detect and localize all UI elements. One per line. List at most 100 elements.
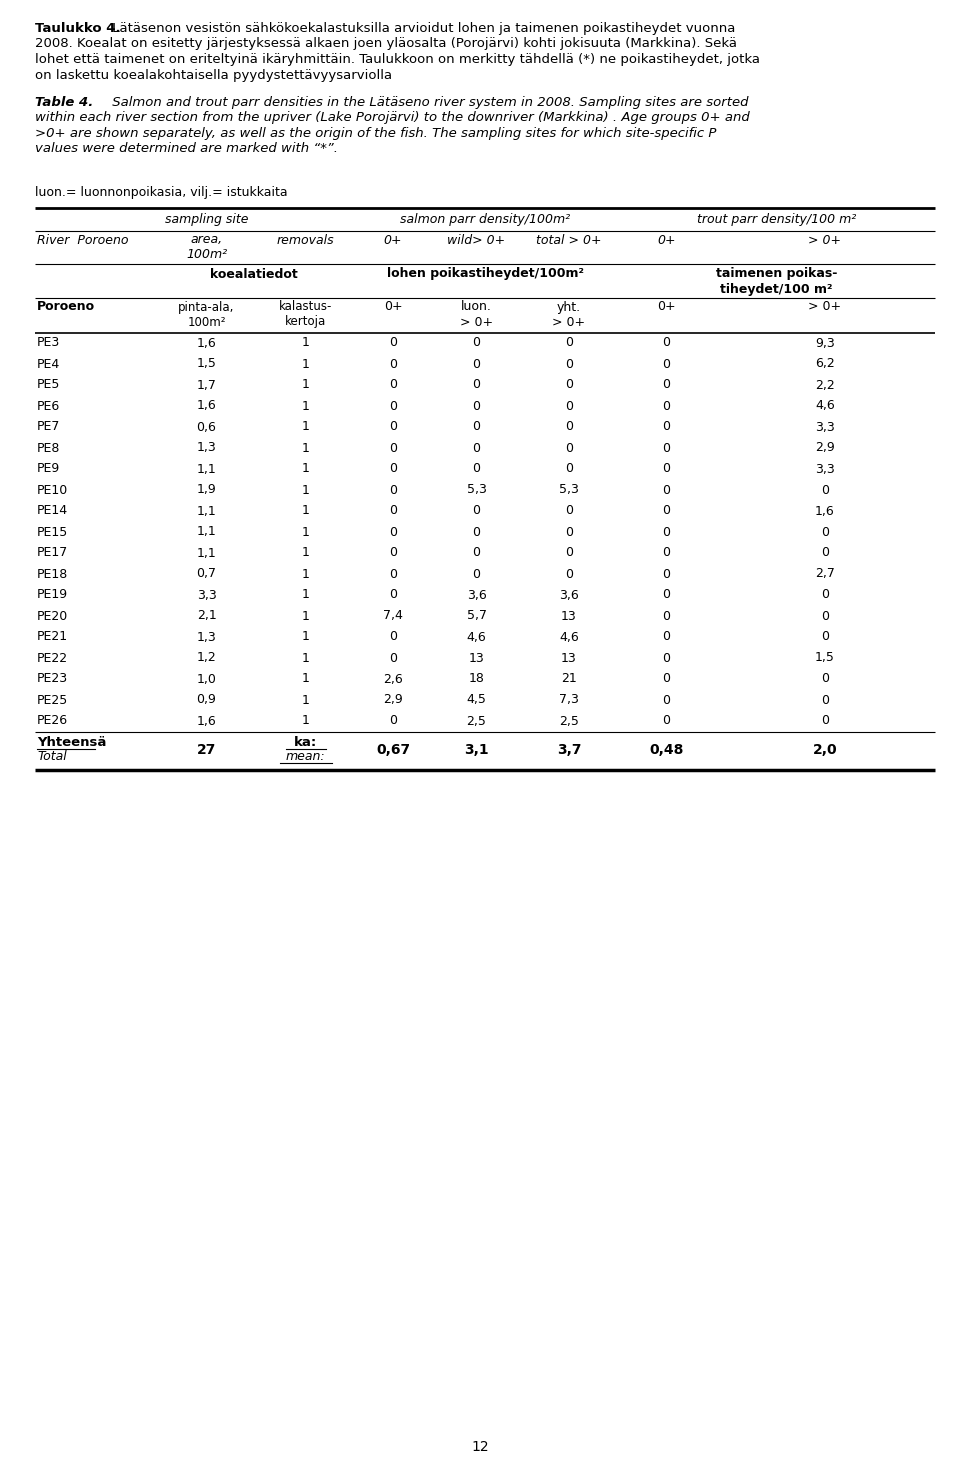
Text: 0: 0 bbox=[472, 357, 481, 371]
Text: PE6: PE6 bbox=[37, 400, 60, 413]
Text: 1: 1 bbox=[301, 420, 309, 434]
Text: values were determined are marked with “*”.: values were determined are marked with “… bbox=[35, 142, 338, 155]
Text: 1,3: 1,3 bbox=[197, 441, 216, 454]
Text: 0: 0 bbox=[821, 483, 829, 497]
Text: Taulukko 4.: Taulukko 4. bbox=[35, 22, 121, 35]
Text: PE15: PE15 bbox=[37, 526, 68, 539]
Text: 0: 0 bbox=[389, 357, 397, 371]
Text: 0: 0 bbox=[389, 546, 397, 560]
Text: 1: 1 bbox=[301, 463, 309, 476]
Text: 0: 0 bbox=[565, 546, 573, 560]
Text: 0: 0 bbox=[389, 483, 397, 497]
Text: 0: 0 bbox=[389, 589, 397, 602]
Text: Poroeno: Poroeno bbox=[37, 300, 95, 314]
Text: 5,7: 5,7 bbox=[467, 609, 487, 623]
Text: PE8: PE8 bbox=[37, 441, 60, 454]
Text: PE4: PE4 bbox=[37, 357, 60, 371]
Text: 0: 0 bbox=[662, 400, 670, 413]
Text: 0: 0 bbox=[565, 357, 573, 371]
Text: 0: 0 bbox=[565, 567, 573, 580]
Text: 0: 0 bbox=[662, 463, 670, 476]
Text: 2,7: 2,7 bbox=[815, 567, 835, 580]
Text: 1: 1 bbox=[301, 609, 309, 623]
Text: 5,3: 5,3 bbox=[467, 483, 487, 497]
Text: 1,1: 1,1 bbox=[197, 463, 216, 476]
Text: 0,67: 0,67 bbox=[376, 743, 410, 756]
Text: 1,5: 1,5 bbox=[815, 652, 835, 665]
Text: >0+ are shown separately, as well as the origin of the fish. The sampling sites : >0+ are shown separately, as well as the… bbox=[35, 127, 716, 141]
Text: 0: 0 bbox=[565, 526, 573, 539]
Text: yht.
> 0+: yht. > 0+ bbox=[552, 300, 586, 328]
Text: 3,7: 3,7 bbox=[557, 743, 581, 756]
Text: 13: 13 bbox=[562, 652, 577, 665]
Text: River  Poroeno: River Poroeno bbox=[37, 233, 129, 246]
Text: 0,9: 0,9 bbox=[197, 693, 216, 706]
Text: 0: 0 bbox=[821, 630, 829, 643]
Text: 0: 0 bbox=[389, 400, 397, 413]
Text: 0,7: 0,7 bbox=[197, 567, 217, 580]
Text: 0: 0 bbox=[662, 337, 670, 350]
Text: 0: 0 bbox=[565, 463, 573, 476]
Text: 0: 0 bbox=[662, 420, 670, 434]
Text: 0: 0 bbox=[662, 378, 670, 391]
Text: 0: 0 bbox=[662, 630, 670, 643]
Text: 3,6: 3,6 bbox=[467, 589, 487, 602]
Text: 13: 13 bbox=[562, 609, 577, 623]
Text: 1: 1 bbox=[301, 337, 309, 350]
Text: 0: 0 bbox=[389, 441, 397, 454]
Text: 0: 0 bbox=[821, 526, 829, 539]
Text: 4,6: 4,6 bbox=[815, 400, 835, 413]
Text: 1: 1 bbox=[301, 378, 309, 391]
Text: 6,2: 6,2 bbox=[815, 357, 835, 371]
Text: 2,2: 2,2 bbox=[815, 378, 835, 391]
Text: mean:: mean: bbox=[286, 750, 325, 762]
Text: kalastus-
kertoja: kalastus- kertoja bbox=[278, 300, 332, 328]
Text: 0: 0 bbox=[821, 589, 829, 602]
Text: 0: 0 bbox=[389, 567, 397, 580]
Text: 1,6: 1,6 bbox=[197, 400, 216, 413]
Text: sampling site: sampling site bbox=[165, 212, 249, 226]
Text: 2,9: 2,9 bbox=[815, 441, 835, 454]
Text: 0,6: 0,6 bbox=[197, 420, 216, 434]
Text: Table 4.: Table 4. bbox=[35, 97, 93, 108]
Text: 1: 1 bbox=[301, 652, 309, 665]
Text: 0: 0 bbox=[472, 546, 481, 560]
Text: PE18: PE18 bbox=[37, 567, 68, 580]
Text: PE20: PE20 bbox=[37, 609, 68, 623]
Text: 2,0: 2,0 bbox=[813, 743, 837, 756]
Text: > 0+: > 0+ bbox=[808, 233, 842, 246]
Text: 2,6: 2,6 bbox=[383, 672, 403, 686]
Text: 2008. Koealat on esitetty järjestyksessä alkaen joen yläosalta (Porojärvi) kohti: 2008. Koealat on esitetty järjestyksessä… bbox=[35, 38, 737, 50]
Text: 3,3: 3,3 bbox=[815, 463, 835, 476]
Text: luon.= luonnonpoikasia, vilj.= istukkaita: luon.= luonnonpoikasia, vilj.= istukkait… bbox=[35, 186, 288, 199]
Text: PE19: PE19 bbox=[37, 589, 68, 602]
Text: 1: 1 bbox=[301, 589, 309, 602]
Text: > 0+: > 0+ bbox=[808, 300, 842, 314]
Text: 1,6: 1,6 bbox=[197, 715, 216, 728]
Text: 0: 0 bbox=[389, 630, 397, 643]
Text: PE17: PE17 bbox=[37, 546, 68, 560]
Text: koealatiedot: koealatiedot bbox=[210, 268, 298, 280]
Text: 0: 0 bbox=[472, 526, 481, 539]
Text: Salmon and trout parr densities in the Lätäseno river system in 2008. Sampling s: Salmon and trout parr densities in the L… bbox=[108, 97, 749, 108]
Text: 0: 0 bbox=[472, 567, 481, 580]
Text: 9,3: 9,3 bbox=[815, 337, 835, 350]
Text: 1,5: 1,5 bbox=[197, 357, 216, 371]
Text: wild> 0+: wild> 0+ bbox=[447, 233, 506, 246]
Text: 0: 0 bbox=[472, 337, 481, 350]
Text: 0: 0 bbox=[472, 463, 481, 476]
Text: 0: 0 bbox=[662, 609, 670, 623]
Text: total > 0+: total > 0+ bbox=[537, 233, 602, 246]
Text: removals: removals bbox=[276, 233, 334, 246]
Text: 0: 0 bbox=[662, 526, 670, 539]
Text: 2,5: 2,5 bbox=[467, 715, 487, 728]
Text: PE9: PE9 bbox=[37, 463, 60, 476]
Text: 0: 0 bbox=[565, 337, 573, 350]
Text: 0: 0 bbox=[565, 504, 573, 517]
Text: 13: 13 bbox=[468, 652, 485, 665]
Text: 0: 0 bbox=[565, 400, 573, 413]
Text: 1: 1 bbox=[301, 693, 309, 706]
Text: pinta-ala,
100m²: pinta-ala, 100m² bbox=[179, 300, 234, 328]
Text: 1: 1 bbox=[301, 441, 309, 454]
Text: 1: 1 bbox=[301, 504, 309, 517]
